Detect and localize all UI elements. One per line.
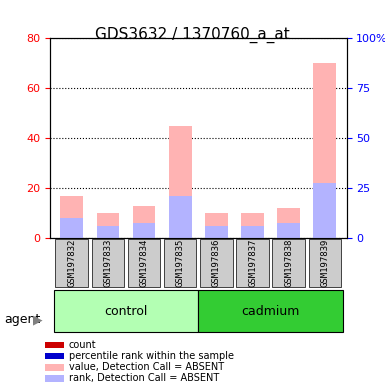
FancyBboxPatch shape	[54, 290, 198, 332]
FancyBboxPatch shape	[198, 290, 343, 332]
FancyBboxPatch shape	[164, 239, 196, 287]
Text: GSM197832: GSM197832	[67, 239, 76, 287]
FancyBboxPatch shape	[128, 239, 160, 287]
Bar	[133, 206, 156, 238]
Text: value, Detection Call = ABSENT: value, Detection Call = ABSENT	[69, 362, 224, 372]
FancyBboxPatch shape	[55, 239, 88, 287]
Bar	[45, 364, 64, 371]
Bar	[277, 223, 300, 238]
Text: cadmium: cadmium	[241, 305, 300, 318]
Text: GSM197836: GSM197836	[212, 239, 221, 287]
Bar	[241, 213, 264, 238]
Text: ▶: ▶	[33, 313, 42, 326]
Bar	[205, 226, 228, 238]
Bar	[45, 376, 64, 382]
Bar	[313, 183, 336, 238]
FancyBboxPatch shape	[236, 239, 269, 287]
Text: control: control	[104, 305, 148, 318]
FancyBboxPatch shape	[200, 239, 233, 287]
Text: GSM197833: GSM197833	[104, 239, 112, 287]
Bar	[169, 195, 192, 238]
Bar	[97, 226, 119, 238]
Bar	[60, 218, 83, 238]
Bar	[133, 223, 156, 238]
Text: agent: agent	[4, 313, 40, 326]
Bar	[45, 342, 64, 348]
Bar	[45, 353, 64, 359]
FancyBboxPatch shape	[92, 239, 124, 287]
Text: GSM197839: GSM197839	[320, 239, 329, 287]
Text: GSM197838: GSM197838	[284, 239, 293, 287]
Bar	[169, 126, 192, 238]
Text: GSM197834: GSM197834	[139, 239, 149, 287]
Text: GSM197837: GSM197837	[248, 239, 257, 287]
Bar	[277, 208, 300, 238]
Text: GSM197835: GSM197835	[176, 239, 185, 287]
Bar	[60, 195, 83, 238]
Bar	[97, 213, 119, 238]
Bar	[313, 63, 336, 238]
Bar	[241, 226, 264, 238]
Text: percentile rank within the sample: percentile rank within the sample	[69, 351, 234, 361]
Text: count: count	[69, 340, 97, 350]
FancyBboxPatch shape	[308, 239, 341, 287]
Text: rank, Detection Call = ABSENT: rank, Detection Call = ABSENT	[69, 374, 219, 384]
Bar	[205, 213, 228, 238]
FancyBboxPatch shape	[273, 239, 305, 287]
Text: GDS3632 / 1370760_a_at: GDS3632 / 1370760_a_at	[95, 27, 290, 43]
